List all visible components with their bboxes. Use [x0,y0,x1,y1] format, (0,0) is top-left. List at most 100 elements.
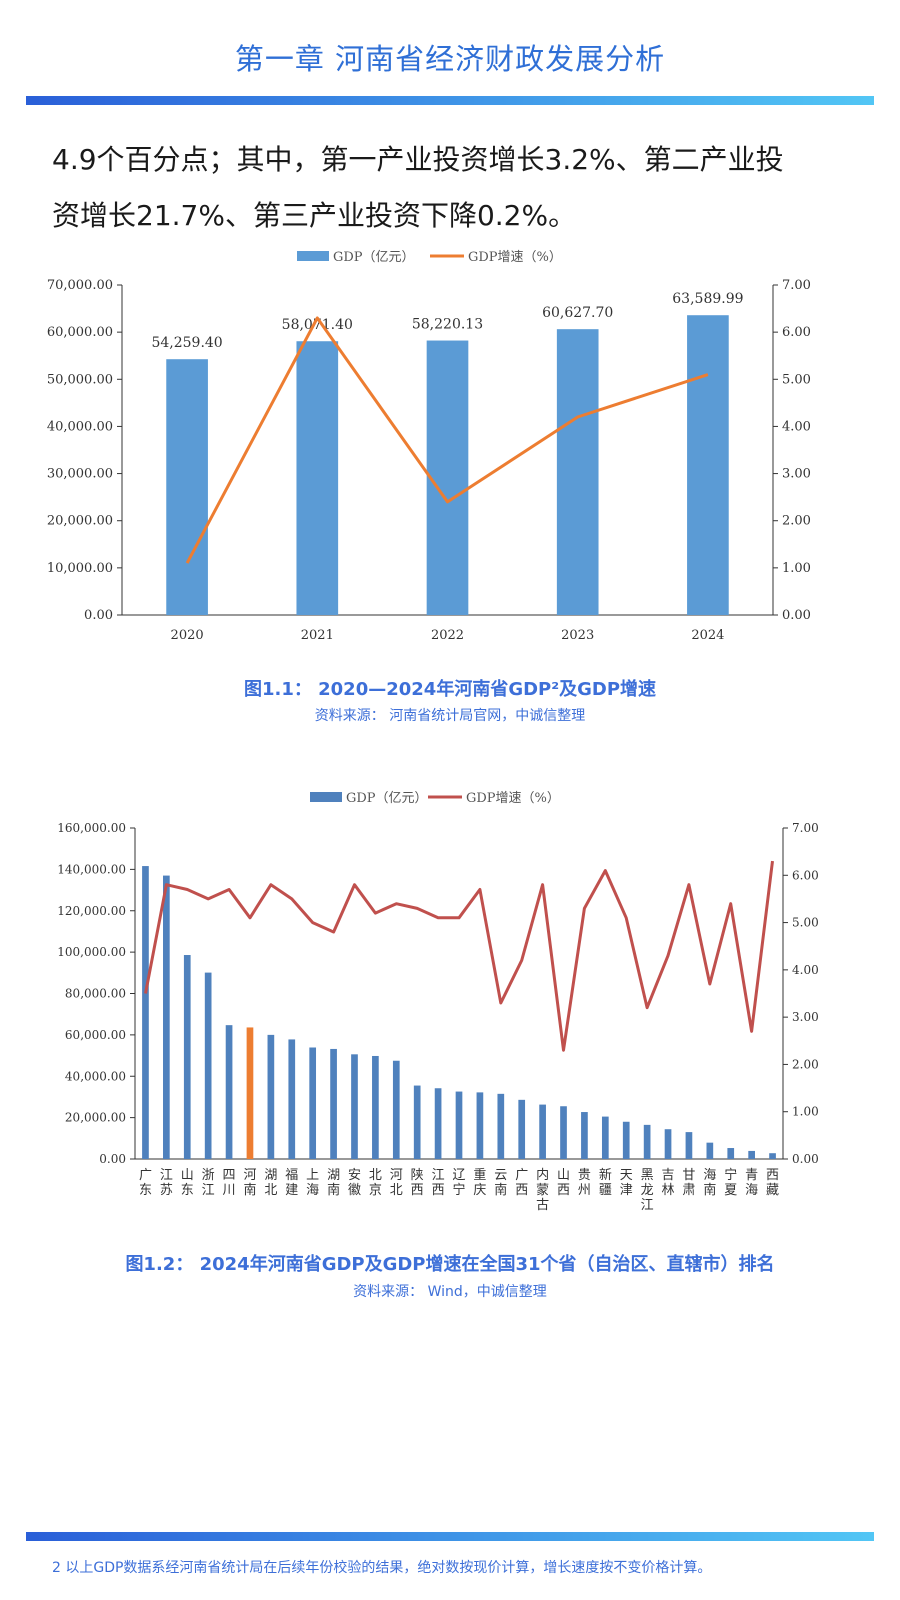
x-tick-label: 宁夏 [724,1167,737,1198]
bar-宁夏 [727,1148,735,1159]
left-tick-label: 70,000.00 [47,278,113,293]
bar-安徽 [351,1054,358,1159]
legend-bar-label: GDP（亿元） [333,250,415,265]
left-tick-label: 40,000.00 [47,419,113,434]
right-tick-label: 2.00 [792,1057,819,1071]
x-tick-label: 贵州 [578,1168,591,1198]
legend-line-label: GDP增速（%） [468,250,562,265]
left-tick-label: 140,000.00 [57,862,126,876]
bar-2021 [296,341,339,615]
x-tick-label: 湖北 [264,1168,277,1198]
x-tick-label: 青海 [745,1168,758,1198]
bar-湖北 [267,1034,275,1159]
left-tick-label: 50,000.00 [47,372,113,387]
left-tick-label: 60,000.00 [47,325,113,340]
x-tick-label: 2022 [431,628,464,643]
bar-海南 [706,1142,714,1159]
bar-甘肃 [685,1132,693,1159]
left-tick-label: 100,000.00 [57,945,126,959]
x-tick-label: 2020 [171,628,204,643]
footnote: 2 以上GDP数据系经河南省统计局在后续年份校验的结果，绝对数按现价计算，增长速… [52,1560,712,1576]
bar-新疆 [601,1116,609,1159]
data-label: 58,071.40 [282,317,353,333]
chart1-caption: 图1.1： 2020—2024年河南省GDP²及GDP增速 [243,679,657,700]
x-tick-label: 吉林 [662,1168,675,1198]
data-label: 63,589.99 [672,291,743,307]
right-tick-label: 1.00 [782,561,811,576]
bar-吉林 [664,1129,672,1159]
left-tick-label: 0.00 [84,608,113,623]
right-tick-label: 1.00 [792,1105,819,1119]
bar-江西 [434,1088,442,1159]
x-tick-label: 安徽 [348,1168,361,1198]
left-tick-label: 10,000.00 [47,561,113,576]
left-tick-label: 20,000.00 [47,514,113,529]
province-ranking-chart: GDP（亿元） GDP增速（%） 0.00 20,000.00 40,000.00 60,… [57,791,819,1213]
x-tick-label: 广西 [515,1168,528,1198]
bar-黑龙江 [643,1124,651,1159]
x-tick-label: 北京 [369,1168,382,1198]
data-label: 54,259.40 [151,335,222,351]
x-tick-label: 陕西 [411,1168,424,1198]
bar-重庆 [476,1092,484,1159]
x-tick-label: 山东 [181,1168,194,1198]
bar-广东 [142,866,149,1159]
right-tick-label: 0.00 [782,608,811,623]
left-tick-label: 0.00 [99,1152,126,1166]
bar-2020 [166,359,208,615]
bar-河南 [246,1027,254,1159]
x-tick-label: 河南 [243,1168,256,1198]
bar-2024 [687,315,729,615]
left-tick-label: 20,000.00 [65,1111,126,1125]
x-tick-label: 海南 [703,1168,716,1198]
header-divider-bar [26,96,874,105]
bar-2023 [556,329,599,615]
left-tick-label: 30,000.00 [47,467,113,482]
x-tick-label: 浙江 [202,1168,215,1198]
data-label: 60,627.70 [542,305,613,321]
bar-江苏 [163,875,170,1159]
x-tick-label: 山西 [557,1168,570,1198]
bar-陕西 [413,1085,421,1159]
legend-bar-swatch [310,792,342,802]
bar-内蒙古 [539,1104,546,1159]
x-tick-label: 四川 [223,1168,236,1198]
x-tick-label: 上海 [306,1168,319,1198]
bar-青海 [748,1150,755,1159]
x-tick-label: 河北 [390,1168,403,1198]
bar-辽宁 [455,1091,463,1159]
left-tick-label: 120,000.00 [57,904,126,918]
x-tick-label: 西藏 [766,1168,779,1198]
bar-西藏 [769,1153,776,1159]
body-line-1: 4.9个百分点；其中，第一产业投资增长3.2%、第二产业投 [52,143,784,176]
right-tick-label: 2.00 [782,514,811,529]
bar-贵州 [581,1112,588,1159]
bar-2022 [426,340,469,615]
right-tick-label: 0.00 [792,1152,819,1166]
x-tick-label: 甘肃 [682,1168,695,1198]
left-tick-label: 80,000.00 [65,987,126,1001]
x-tick-label: 江西 [432,1168,445,1198]
legend-bar-swatch [297,251,329,261]
left-tick-label: 40,000.00 [65,1069,126,1083]
left-tick-label: 160,000.00 [57,821,126,835]
right-tick-label: 7.00 [792,821,819,835]
bar-河北 [392,1060,400,1159]
x-tick-label: 重庆 [473,1167,486,1198]
bar-福建 [288,1039,296,1159]
x-tick-label: 湖南 [327,1168,340,1198]
bar-山东 [183,955,191,1159]
bar-湖南 [330,1048,337,1159]
x-tick-label: 福建 [285,1168,298,1198]
growth-line [144,860,774,1052]
x-tick-label: 内蒙古 [536,1167,549,1213]
x-tick-label: 2024 [691,628,724,643]
x-tick-label: 2021 [301,628,334,643]
bar-四川 [225,1025,233,1159]
right-tick-label: 6.00 [782,325,811,340]
bar-云南 [497,1093,505,1159]
left-tick-label: 60,000.00 [65,1028,126,1042]
right-tick-label: 5.00 [792,916,819,930]
chart2-source: 资料来源： Wind，中诚信整理 [353,1284,547,1300]
chapter-title: 第一章 河南省经济财政发展分析 [234,42,666,76]
